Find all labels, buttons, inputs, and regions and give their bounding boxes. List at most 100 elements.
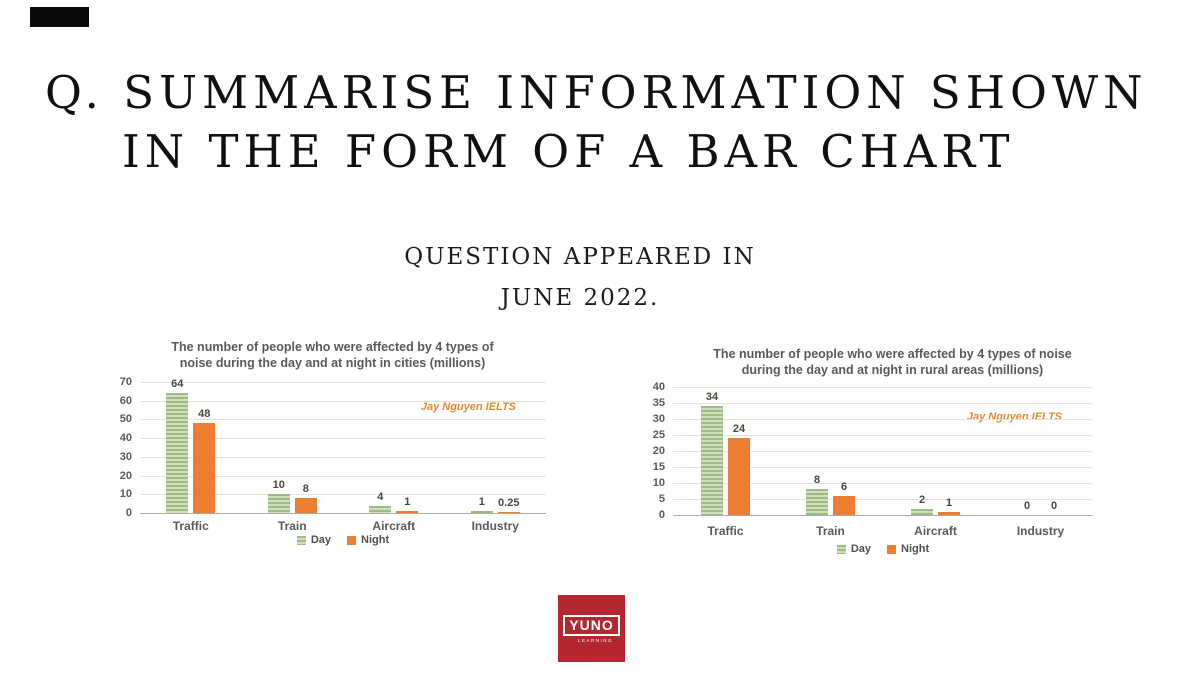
night-bar-traffic <box>728 438 750 515</box>
logo-frame: YUNO <box>563 614 620 636</box>
plot-area: 0 5 10 15 20 25 30 35 40 34 8 2 0 24 6 1 0 <box>653 381 1093 521</box>
value-label: 64 <box>171 378 184 390</box>
grid-line <box>673 451 1093 452</box>
y-tick-label: 0 <box>658 509 665 521</box>
value-label: 4 <box>377 491 384 503</box>
grid-line <box>673 483 1093 484</box>
logo-brand-text: YUNO <box>569 616 614 633</box>
page-title-line2: IN THE FORM OF A BAR CHART <box>122 125 1015 178</box>
legend-swatch-day <box>296 535 306 545</box>
y-tick-label: 5 <box>658 493 665 505</box>
y-tick-label: 10 <box>652 477 665 489</box>
x-axis-line <box>673 515 1093 516</box>
value-label: 2 <box>918 494 926 506</box>
page-title-line1: Q. SUMMARISE INFORMATION SHOWN <box>45 66 1148 119</box>
legend-swatch-night <box>887 544 897 554</box>
chart-legend: Day Night <box>140 534 546 546</box>
y-tick-label: 40 <box>119 432 132 445</box>
category-label-train: Train <box>277 519 307 533</box>
value-label: 6 <box>840 481 848 493</box>
rural-noise-chart: The number of people who were affected b… <box>645 343 1140 568</box>
value-label: 8 <box>302 483 309 495</box>
day-bar-traffic <box>166 393 189 513</box>
day-bar-aircraft <box>369 506 392 513</box>
legend-item-day: Day <box>836 543 872 555</box>
legend-item-night: Night <box>887 543 929 555</box>
value-label: 24 <box>732 423 746 435</box>
night-bar-train <box>294 498 317 513</box>
plot-area: 0 10 20 30 40 50 60 70 64 10 4 1 48 8 1 0.25 <box>120 376 546 519</box>
day-bar-train <box>267 494 290 513</box>
value-label: 1 <box>478 496 485 508</box>
y-tick-label: 15 <box>652 461 665 473</box>
grid-line <box>673 403 1093 404</box>
legend-swatch-day <box>836 544 846 554</box>
watermark: Jay Nguyen IELTS <box>966 411 1062 423</box>
legend-label: Day <box>310 534 332 546</box>
subtitle-line2: JUNE 2022. <box>500 285 660 311</box>
corner-mark <box>30 7 89 27</box>
grid-line <box>673 419 1093 420</box>
legend-swatch-night <box>347 535 357 545</box>
grid-line <box>673 435 1093 436</box>
value-label: 48 <box>198 408 211 420</box>
category-label-traffic: Traffic <box>707 524 744 538</box>
grid-line <box>140 400 546 402</box>
night-bar-aircraft <box>938 512 960 515</box>
grid-line <box>140 419 546 421</box>
grid-line <box>140 494 546 496</box>
y-tick-label: 30 <box>119 450 132 463</box>
day-bar-aircraft <box>911 509 933 515</box>
y-tick-label: 20 <box>119 469 132 482</box>
night-bar-aircraft <box>396 511 419 513</box>
chart-legend: Day Night <box>673 543 1093 555</box>
category-label-aircraft: Aircraft <box>914 524 957 538</box>
day-bar-traffic <box>701 406 723 515</box>
subtitle: QUESTION APPEARED IN JUNE 2022. <box>330 237 830 319</box>
night-bar-traffic <box>193 423 216 513</box>
category-label-industry: Industry <box>471 519 519 533</box>
y-tick-label: 70 <box>119 376 132 388</box>
day-bar-train <box>806 489 828 515</box>
value-label: 0 <box>1050 500 1058 512</box>
subtitle-line1: QUESTION APPEARED IN <box>404 244 756 270</box>
day-bar-industry <box>470 511 493 513</box>
cities-noise-chart: The number of people who were affected b… <box>100 336 560 561</box>
y-tick-label: 40 <box>652 381 665 393</box>
category-label-traffic: Traffic <box>172 519 209 533</box>
x-axis-line <box>140 513 546 514</box>
category-label-industry: Industry <box>1016 524 1065 538</box>
chart-title: The number of people who were affected b… <box>713 347 1072 377</box>
legend-label: Night <box>361 534 390 546</box>
y-tick-label: 10 <box>119 488 132 501</box>
value-label: 0.25 <box>498 497 520 509</box>
value-label: 8 <box>813 474 821 486</box>
y-tick-label: 30 <box>652 413 665 425</box>
yuno-logo: YUNO LEARNING <box>558 595 625 662</box>
chart-title: The number of people who were affected b… <box>171 340 494 370</box>
grid-line <box>673 387 1093 388</box>
grid-line <box>140 382 546 383</box>
grid-line <box>140 456 546 458</box>
y-tick-label: 60 <box>119 394 132 407</box>
value-label: 10 <box>272 479 285 491</box>
legend-item-night: Night <box>347 534 389 546</box>
y-tick-label: 50 <box>119 413 132 426</box>
y-tick-label: 0 <box>125 507 132 519</box>
grid-line <box>673 499 1093 500</box>
legend-label: Day <box>850 543 872 555</box>
category-label-train: Train <box>816 524 845 538</box>
value-label: 1 <box>404 496 411 508</box>
night-bar-industry <box>497 512 520 513</box>
grid-line <box>140 475 546 477</box>
value-label: 34 <box>705 391 719 403</box>
legend-label: Night <box>901 543 930 555</box>
value-label: 0 <box>1023 500 1031 512</box>
grid-line <box>140 438 546 440</box>
y-tick-label: 20 <box>652 445 665 457</box>
y-tick-label: 35 <box>652 397 665 409</box>
watermark: Jay Nguyen IELTS <box>420 401 516 413</box>
legend-item-day: Day <box>296 534 332 546</box>
logo-tagline-text: LEARNING <box>577 637 613 643</box>
